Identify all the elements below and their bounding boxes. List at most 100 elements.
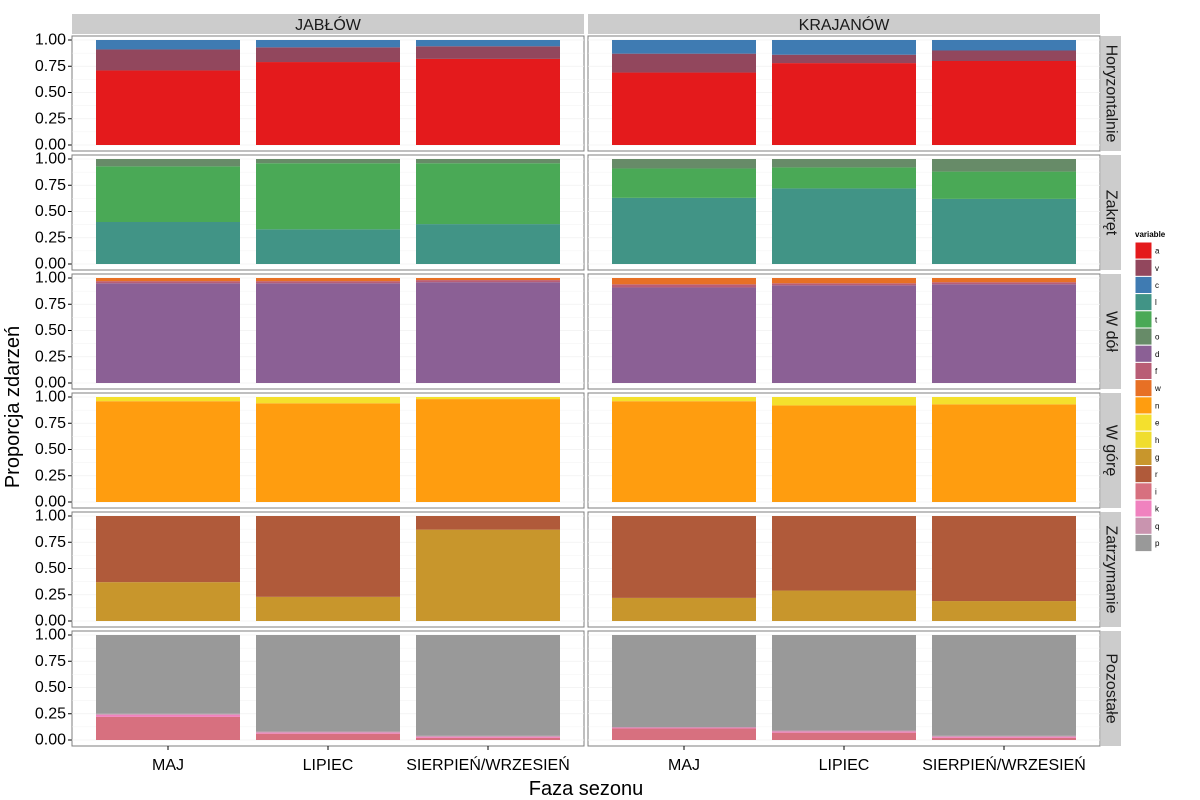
bar-maj [612,635,756,740]
y-tick-label: 0.00 [35,137,66,154]
column-strip-label: KRAJANÓW [799,15,891,34]
legend-label: c [1155,281,1159,290]
row-strip-zakret [1101,155,1121,270]
bar-segment-t [772,167,916,189]
row-strip-label: W dół [1103,311,1120,352]
bar-segment-e [612,397,756,402]
bar-sierpien-wrzesien [416,635,560,740]
bar-segment-k [932,736,1076,738]
y-tick-label: 0.75 [35,177,66,194]
legend-label: g [1155,453,1159,462]
bar-segment-f [96,281,240,284]
legend-label: d [1155,350,1159,359]
bar-lipiec [772,159,916,264]
bar-segment-o [96,159,240,167]
legend-label: q [1155,522,1159,531]
bar-maj [612,397,756,502]
legend-swatch-o [1135,328,1152,345]
bar-segment-c [932,40,1076,51]
bar-segment-t [96,166,240,222]
x-tick-label: SIERPIEŃ/WRZESIEŃ [406,755,570,774]
bar-sierpien-wrzesien [932,40,1076,145]
bar-segment-k [416,736,560,738]
bar-segment-a [256,62,400,145]
bar-segment-w [932,278,1076,283]
row-strip-w-dol [1101,274,1121,389]
y-tick-label: 0.00 [35,732,66,749]
bar-segment-p [932,635,1076,736]
bar-segment-r [612,516,756,598]
legend-label: t [1155,315,1158,324]
bar-maj [96,278,240,383]
y-tick-label: 0.75 [35,415,66,432]
bar-sierpien-wrzesien [416,516,560,621]
legend-swatch-c [1135,276,1152,294]
bar-segment-f [612,284,756,288]
panel-horyzontalnie-krajanow [587,35,1101,152]
y-axis-title: Proporcja zdarzeń [2,326,24,488]
panel-zatrzymanie-krajanow [587,511,1101,628]
legend-label: r [1155,470,1158,479]
legend-swatch-n [1135,397,1152,414]
x-tick-label: MAJ [152,757,184,774]
y-tick-label: 0.00 [35,256,66,273]
panel-pozostale-jablow [71,630,585,747]
y-tick-label: 0.25 [35,348,66,365]
y-tick-label: 1.00 [35,627,66,644]
bar-lipiec [256,516,400,621]
y-tick-label: 0.00 [35,613,66,630]
legend-title: variable [1135,230,1166,239]
y-tick-label: 0.25 [35,467,66,484]
y-tick-label: 0.25 [35,229,66,246]
panel-w-gore-krajanow [587,392,1101,509]
bar-segment-r [256,516,400,597]
panel-w-dol-krajanow [587,273,1101,390]
bar-maj [612,40,756,145]
bar-segment-o [932,159,1076,172]
bar-lipiec [772,278,916,383]
bar-segment-k [96,714,240,717]
y-tick-label: 0.50 [35,84,66,101]
bar-maj [612,159,756,264]
row-strip-label: W górę [1103,425,1120,477]
y-tick-label: 0.50 [35,322,66,339]
bar-segment-c [96,40,240,50]
bar-segment-a [932,61,1076,145]
row-strip-w-gore [1101,393,1121,508]
bar-segment-t [932,171,1076,199]
bar-segment-a [612,72,756,145]
bar-segment-o [416,159,560,164]
bar-lipiec [772,516,916,621]
bar-segment-d [96,283,240,383]
y-tick-label: 1.00 [35,389,66,406]
bar-segment-t [256,163,400,230]
y-tick-label: 0.00 [35,375,66,392]
bar-segment-g [416,529,560,621]
facet-panels: JABŁÓW KRAJANÓW Horyzontalnie Zakręt W dół W … [35,14,1121,774]
bar-segment-e [256,397,400,404]
bar-maj [96,40,240,145]
bar-segment-k [772,731,916,733]
y-tick-label: 1.00 [35,270,66,287]
bar-segment-l [256,229,400,264]
y-tick-label: 0.00 [35,494,66,511]
bar-sierpien-wrzesien [932,397,1076,502]
bar-lipiec [256,40,400,145]
legend-label: v [1155,264,1159,273]
x-axis-title: Faza sezonu [529,778,644,800]
y-tick-label: 0.75 [35,534,66,551]
bar-segment-c [256,40,400,48]
x-tick-label: LIPIEC [819,757,870,774]
bar-segment-w [256,278,400,282]
bar-sierpien-wrzesien [416,397,560,502]
legend-label: a [1155,247,1160,256]
legend-swatch-w [1135,380,1152,397]
bar-segment-w [612,278,756,285]
bar-segment-e [96,397,240,402]
row-strip-label: Horyzontalnie [1103,45,1120,143]
panel-horyzontalnie-jablow [71,35,585,152]
bar-segment-k [612,727,756,729]
bar-segment-c [772,40,916,55]
bar-segment-r [416,516,560,530]
bar-segment-g [932,601,1076,621]
